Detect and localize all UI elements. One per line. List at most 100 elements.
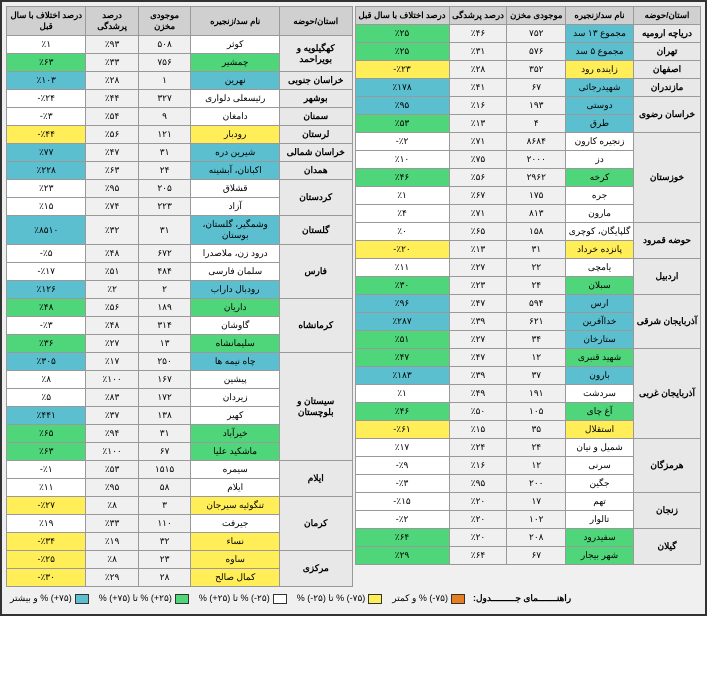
volume-cell: ۶۷ [138,443,191,461]
fill-cell: ٪۲۳ [449,277,507,295]
volume-cell: ۶۷ [507,79,566,97]
table-row: مازندرانشهیدرجائی۶۷٪۴۱٪۱۷۸ [355,79,701,97]
table-container: استان/حوضه نام سد/زنجیره موجودی مخزن درص… [0,0,707,616]
name-cell: داریان [191,299,280,317]
province-cell: آذربایجان شرقی [633,295,700,349]
province-cell: گلستان [279,216,352,245]
diff-cell: ٪۹۶ [355,295,449,313]
h-volume: موجودی مخزن [138,7,191,36]
province-cell: کرمانشاه [279,299,352,353]
diff-cell: ٪۱۰ [355,151,449,169]
volume-cell: ۴ [507,115,566,133]
h-province: استان/حوضه [279,7,352,36]
name-cell: نهرین [191,72,280,90]
legend-item: (۷۵-) % و کمتر [392,593,465,604]
volume-cell: ۶۷ [507,547,566,565]
province-cell: خراسان شمالی [279,144,352,162]
diff-cell: ٪۴ [355,205,449,223]
diff-cell: ٪۳۰۵ [7,353,86,371]
province-cell: کردستان [279,180,352,216]
volume-cell: ۶۷۲ [138,245,191,263]
diff-cell: ٪۴۴- [7,126,86,144]
diff-cell: ٪۳- [7,108,86,126]
name-cell: سلمان فارسی [191,263,280,281]
name-cell: زاینده رود [566,61,634,79]
fill-cell: ٪۷۵ [449,151,507,169]
volume-cell: ۳۱ [138,425,191,443]
h-volume: موجودی مخزن [507,7,566,25]
volume-cell: ۵۹۴ [507,295,566,313]
diff-cell: ٪۱۱ [7,479,86,497]
volume-cell: ۳۷ [507,367,566,385]
name-cell: تالوار [566,511,634,529]
legend-text: (۷۵-) % تا (۲۵-) % [297,593,366,604]
name-cell: مجموع ۵ سد [566,43,634,61]
name-cell: چمشیر [191,54,280,72]
diff-cell: ٪۴۶ [355,169,449,187]
right-table-col: استان/حوضه نام سد/زنجیره موجودی مخزن درص… [355,6,702,587]
table-row: حوضه قمرودگلپایگان، کوچری۱۵۸٪۶۵٪۰ [355,223,701,241]
volume-cell: ۱۵۸ [507,223,566,241]
fill-cell: ٪۳۳ [86,54,138,72]
fill-cell: ٪۲۸ [449,61,507,79]
volume-cell: ۹ [138,108,191,126]
name-cell: جگین [566,475,634,493]
fill-cell: ٪۴۸ [86,317,138,335]
name-cell: یامچی [566,259,634,277]
fill-cell: ٪۶۷ [449,187,507,205]
diff-cell: ٪۲۸۷ [355,313,449,331]
province-cell: کهگیلویه و بویراحمد [279,36,352,72]
fill-cell: ٪۲۷ [86,335,138,353]
diff-cell: ٪۶۴ [355,529,449,547]
h-diff: درصد اختلاف با سال قبل [7,7,86,36]
diff-cell: ٪۲۵- [7,551,86,569]
fill-cell: ٪۳۹ [449,313,507,331]
name-cell: آزاد [191,198,280,216]
diff-cell: ٪۲۹ [355,547,449,565]
diff-cell: ٪۸ [7,371,86,389]
h-name: نام سد/زنجیره [566,7,634,25]
name-cell: کمال صالح [191,569,280,587]
province-cell: تهران [633,43,700,61]
volume-cell: ۱۸۹ [138,299,191,317]
volume-cell: ۱۲۱ [138,126,191,144]
legend-swatch [368,594,382,604]
fill-cell: ٪۲۷ [449,259,507,277]
volume-cell: ۲۸ [138,569,191,587]
legend-text: (۷۵+) % و بیشتر [10,593,72,604]
fill-cell: ٪۱۰۰ [86,443,138,461]
diff-cell: ٪۱۱ [355,259,449,277]
name-cell: ساوه [191,551,280,569]
diff-cell: ٪۶۳ [7,54,86,72]
fill-cell: ٪۵۰ [449,403,507,421]
table-row: کرمانشاهداریان۱۸۹٪۵۶٪۴۸ [7,299,353,317]
volume-cell: ۱۹۱ [507,385,566,403]
diff-cell: ٪۵ [7,389,86,407]
province-cell: مرکزی [279,551,352,587]
volume-cell: ۲۴ [507,277,566,295]
diff-cell: ٪۲۴- [7,90,86,108]
fill-cell: ٪۴۸ [86,245,138,263]
legend-swatch [451,594,465,604]
name-cell: رودبال داراب [191,281,280,299]
left-table-col: استان/حوضه نام سد/زنجیره موجودی مخزن درص… [6,6,353,587]
fill-cell: ٪۱۹ [86,533,138,551]
volume-cell: ۱۲ [507,349,566,367]
province-cell: خراسان جنوبی [279,72,352,90]
volume-cell: ۳۱ [138,144,191,162]
table-row: آذربایجان شرقیارس۵۹۴٪۴۷٪۹۶ [355,295,701,313]
fill-cell: ٪۲۰ [449,493,507,511]
volume-cell: ۲۰۰ [507,475,566,493]
name-cell: رودبار [191,126,280,144]
fill-cell: ٪۲۰ [449,529,507,547]
legend-text: (۲۵-) % تا (۲۵+) % [199,593,270,604]
fill-cell: ٪۱۳ [449,115,507,133]
legend-title: راهنـــــــمای جـــــــــدول: [473,593,571,604]
fill-cell: ٪۶۴ [449,547,507,565]
fill-cell: ٪۱۶ [449,457,507,475]
diff-cell: ٪۱۵ [7,198,86,216]
diff-cell: ٪۲۳- [355,61,449,79]
diff-cell: ٪۳۰ [355,277,449,295]
fill-cell: ٪۴۱ [449,79,507,97]
legend-item: (۷۵+) % و بیشتر [10,593,89,604]
